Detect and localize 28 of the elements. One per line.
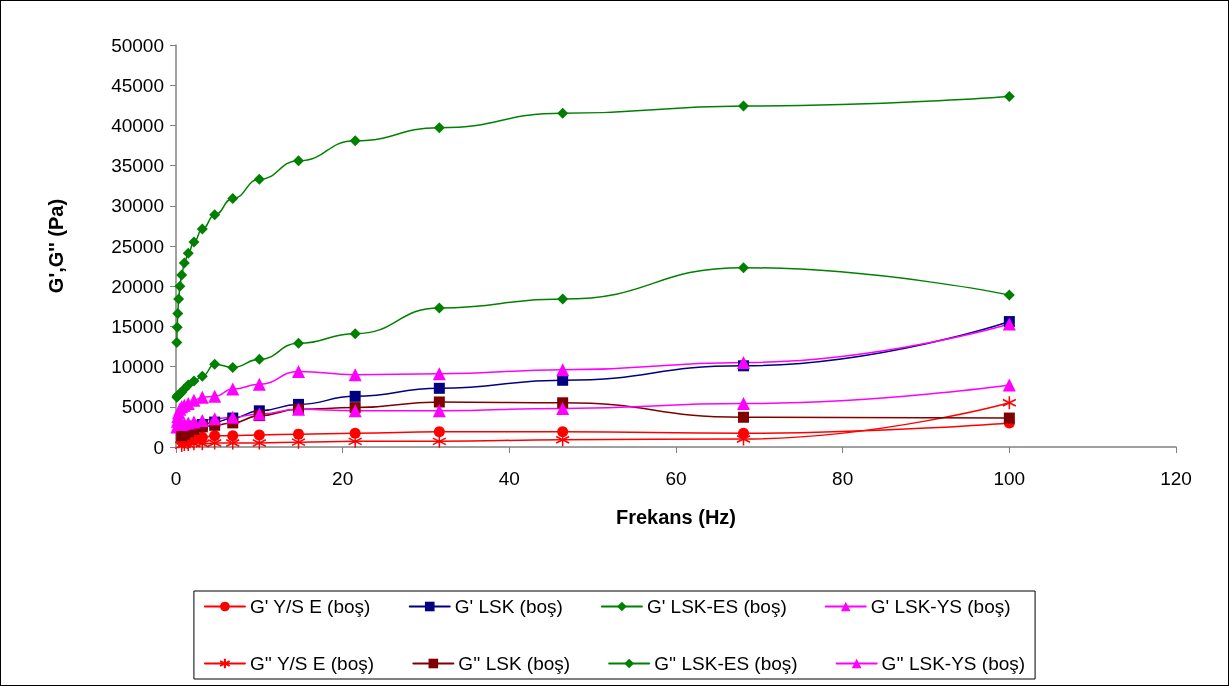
- legend-label: G'' Y/S E (boş): [249, 653, 375, 674]
- y-tick-label: 20000: [111, 275, 164, 297]
- y-tick-label: 40000: [111, 114, 164, 136]
- y-tick-label: 45000: [111, 74, 164, 96]
- x-tick-label: 40: [498, 468, 520, 489]
- y-tick-label: 5000: [121, 396, 164, 418]
- y-tick-label: 50000: [111, 34, 164, 56]
- y-tick-label: 10000: [111, 356, 164, 378]
- legend-label: G'' LSK (boş): [458, 653, 571, 674]
- y-tick-label: 15000: [111, 315, 164, 337]
- x-tick-label: 80: [832, 468, 854, 489]
- y-tick-label: 30000: [111, 195, 164, 217]
- y-tick-label: 25000: [111, 235, 164, 257]
- y-axis-title: G',G'' (Pa): [45, 198, 67, 294]
- x-tick-label: 120: [1160, 468, 1192, 489]
- x-tick-label: 60: [665, 468, 687, 489]
- x-tick-label: 20: [332, 468, 354, 489]
- x-axis-title: Frekans (Hz): [615, 506, 737, 528]
- y-tick-label: 35000: [111, 155, 164, 177]
- legend-label: G' LSK-YS (boş): [870, 596, 1011, 617]
- legend-label: G' LSK-ES (boş): [646, 596, 787, 617]
- y-tick-label: 0: [153, 436, 164, 458]
- legend-label: G'' LSK-ES (boş): [654, 653, 798, 674]
- x-tick-label: 100: [993, 468, 1026, 489]
- legend-label: G' LSK (boş): [454, 596, 563, 617]
- x-tick-label: 0: [170, 468, 182, 489]
- legend-label: G' Y/S E (boş): [249, 596, 371, 617]
- legend-label: G'' LSK-YS (boş): [881, 653, 1026, 674]
